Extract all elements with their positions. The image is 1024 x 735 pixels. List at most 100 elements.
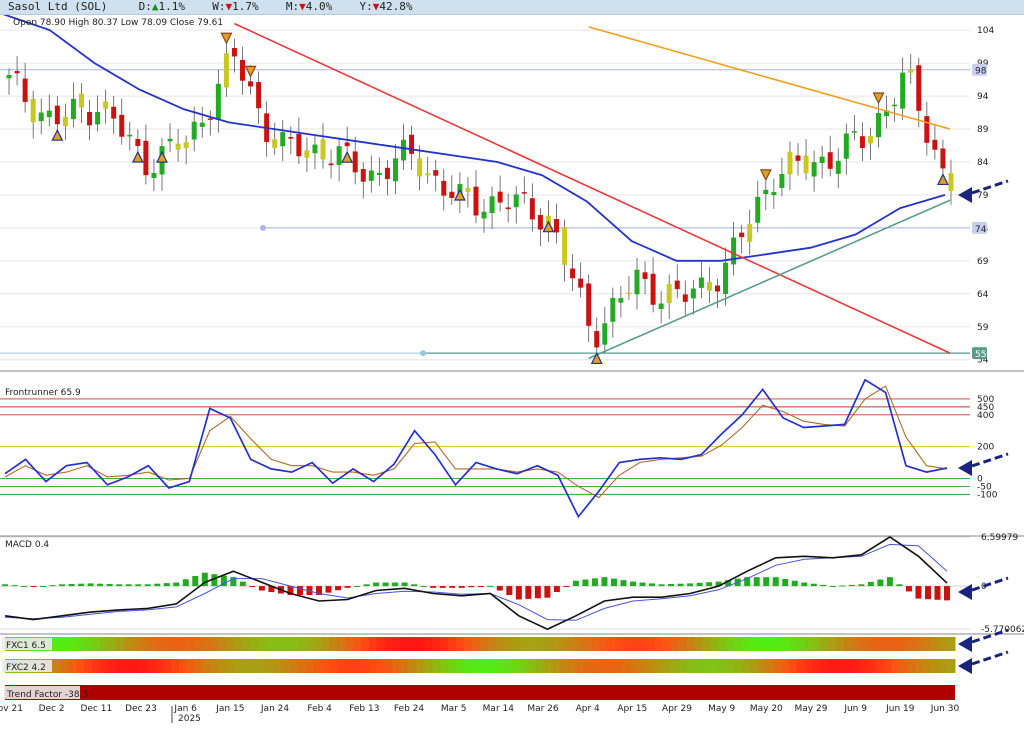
- fxc1-heat-cell: [519, 637, 528, 651]
- candle-body: [384, 167, 390, 180]
- x-axis-tick: Apr 4: [576, 704, 600, 714]
- macd-histogram-bar: [829, 586, 836, 588]
- candle-body: [215, 83, 221, 120]
- macd-histogram-bar: [230, 577, 237, 587]
- candle-body: [497, 191, 503, 203]
- candle-body: [505, 207, 511, 210]
- fxc2-heat-cell: [123, 659, 133, 673]
- fxc2-heat-cell: [899, 659, 908, 673]
- macd-histogram-bar: [744, 577, 751, 587]
- candle-body: [586, 283, 592, 326]
- x-axis-tick: Jun 30: [930, 704, 960, 714]
- fxc1-heat-cell: [210, 637, 220, 651]
- x-axis-tick: Jan 15: [215, 704, 244, 714]
- fxc1-heat-cell: [907, 637, 916, 651]
- x-axis-tick: May 9: [708, 704, 735, 714]
- trend-factor-bar: [5, 685, 955, 700]
- fxc1-heat-cell: [179, 637, 188, 651]
- candle-body: [360, 169, 366, 182]
- candle-body: [739, 232, 745, 238]
- fxc2-heat-cell: [646, 659, 655, 673]
- fxc2-heat-cell: [519, 659, 528, 673]
- macd-histogram-bar: [848, 584, 855, 587]
- candle-body: [135, 138, 141, 147]
- frontrunner-axis-tick: -100: [977, 490, 998, 500]
- fxc2-heat-cell: [250, 659, 259, 673]
- macd-histogram-bar: [97, 583, 104, 587]
- ticker-name: Sasol Ltd (SOL): [8, 0, 108, 13]
- price-axis-tick: 69: [977, 257, 989, 267]
- candle-body: [553, 219, 559, 233]
- candle-body: [835, 160, 841, 174]
- candle-body: [940, 148, 946, 169]
- fxc2-heat-cell: [685, 659, 695, 673]
- candle-body: [747, 224, 753, 242]
- fxc1-heat-cell: [487, 637, 497, 651]
- macd-histogram-bar: [810, 583, 817, 587]
- fxc2-heat-cell: [836, 659, 845, 673]
- macd-histogram-bar: [192, 575, 199, 587]
- x-axis-tick: Mar 26: [527, 704, 559, 714]
- macd-histogram-bar: [867, 581, 874, 587]
- candle-body: [312, 144, 318, 154]
- x-axis-tick: Jan 24: [260, 704, 289, 714]
- candle-body: [328, 163, 334, 166]
- candle-body: [127, 134, 133, 137]
- price-level-tag: [972, 221, 987, 234]
- year-change-value: 42.8%: [379, 0, 413, 13]
- macd-histogram-bar: [182, 579, 189, 587]
- fxc2-heat-cell: [155, 659, 164, 673]
- fxc2-heat-cell: [329, 659, 338, 673]
- stock-chart[interactable]: 10499948984797469645954987455Open 78.90 …: [0, 15, 1024, 735]
- arrow-head-icon: [958, 636, 972, 652]
- fxc1-heat-cell: [654, 637, 663, 651]
- candle-body: [183, 142, 189, 148]
- macd-histogram-bar: [163, 583, 170, 587]
- annotation-arrow-icon: [958, 179, 1009, 203]
- price-axis-tick: 59: [977, 323, 989, 333]
- macd-histogram-bar: [658, 584, 665, 587]
- candle-body: [723, 262, 729, 294]
- fxc1-heat-cell: [392, 637, 402, 651]
- macd-histogram-bar: [439, 586, 446, 588]
- fxc2-heat-cell: [741, 659, 750, 673]
- week-change-arrow-icon: ▼: [225, 0, 233, 13]
- fxc2-heat-cell: [788, 659, 798, 673]
- fxc1-heat-cell: [638, 637, 647, 651]
- macd-line: [4, 536, 948, 631]
- candle-body: [344, 142, 350, 147]
- fxc1-heat-cell: [385, 637, 394, 651]
- macd-histogram-bar: [630, 581, 636, 587]
- fxc1-heat-cell: [147, 637, 156, 651]
- fxc2-heat-cell: [701, 659, 711, 673]
- arrow-head-icon: [958, 658, 972, 674]
- fxc2-heat-cell: [693, 659, 703, 673]
- macd-histogram-bar: [896, 584, 903, 587]
- fxc2-heat-cell: [242, 659, 251, 673]
- macd-histogram-bar: [496, 586, 503, 591]
- fxc1-heat-cell: [915, 637, 924, 651]
- candle-body: [843, 133, 849, 159]
- macd-histogram-bar: [354, 586, 361, 588]
- fxc1-heat-cell: [424, 637, 433, 651]
- fxc2-heat-cell: [511, 659, 521, 673]
- fxc1-heat-cell: [274, 637, 283, 651]
- fxc1-heat-cell: [693, 637, 703, 651]
- fxc1-heat-cell: [432, 637, 441, 651]
- candle-body: [916, 65, 922, 111]
- macd-histogram-bar: [553, 586, 560, 593]
- fxc2-heat-cell: [875, 659, 885, 673]
- fxc1-heat-cell: [400, 637, 410, 651]
- candle-body: [62, 116, 68, 127]
- fxc2-heat-cell: [416, 659, 426, 673]
- candle-body: [376, 172, 382, 175]
- candle-body: [521, 192, 527, 194]
- fxc2-heat-cell: [812, 659, 821, 673]
- fxc1-heat-cell: [867, 637, 877, 651]
- fxc2-heat-cell: [282, 659, 291, 673]
- macd-histogram-bar: [258, 586, 265, 591]
- price-axis-tick: 104: [977, 26, 994, 36]
- candle-body: [119, 114, 125, 137]
- fxc1-heat-cell: [84, 637, 93, 651]
- candle-body: [14, 71, 20, 74]
